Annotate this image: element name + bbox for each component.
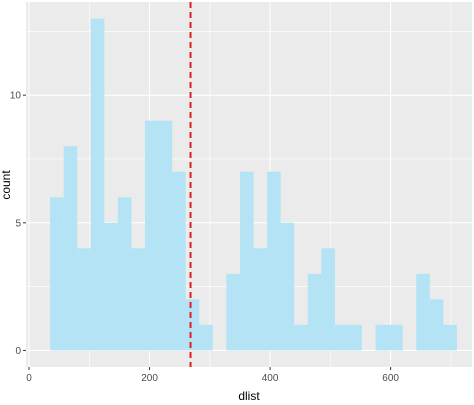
histogram-bar [77, 248, 91, 351]
histogram-bar [267, 171, 281, 351]
histogram-bar [172, 171, 186, 351]
x-tick-label: 200 [141, 373, 158, 384]
histogram-bar [321, 248, 335, 351]
histogram-bar [307, 273, 322, 351]
histogram-bar [199, 324, 213, 351]
y-axis-title: count [0, 170, 13, 200]
histogram-bar [50, 197, 64, 351]
histogram-bar [389, 324, 403, 351]
x-tick-label: 600 [382, 373, 399, 384]
histogram-bar [416, 273, 430, 351]
histogram-bar [280, 222, 295, 351]
histogram-bar [63, 146, 78, 351]
histogram-bar [375, 324, 390, 351]
histogram-bar [226, 273, 240, 351]
y-axis-ticks: 0 5 10 [10, 91, 26, 357]
x-axis-title: dlist [238, 389, 260, 403]
histogram-bar [253, 248, 268, 351]
histogram-bar [158, 120, 173, 351]
histogram-bar [185, 299, 200, 351]
x-axis-ticks: 0 200 400 600 [26, 367, 399, 384]
histogram-bar [145, 120, 159, 351]
y-tick-label: 0 [15, 346, 21, 357]
histogram-bar [443, 324, 457, 351]
y-tick-label: 5 [15, 218, 21, 229]
y-tick-label: 10 [10, 91, 22, 102]
histogram-bar [294, 324, 308, 351]
histogram-bar [334, 324, 349, 351]
histogram-bar [239, 171, 254, 351]
histogram-bar [429, 299, 444, 351]
x-tick-label: 400 [262, 373, 279, 384]
histogram-bar [90, 18, 105, 351]
histogram-bar [117, 197, 132, 351]
histogram-bar [104, 222, 118, 351]
x-tick-label: 0 [26, 373, 32, 384]
histogram-bars [50, 18, 457, 351]
grid-minor [26, 2, 472, 367]
histogram-bar [348, 324, 363, 351]
histogram-bar [131, 248, 146, 351]
